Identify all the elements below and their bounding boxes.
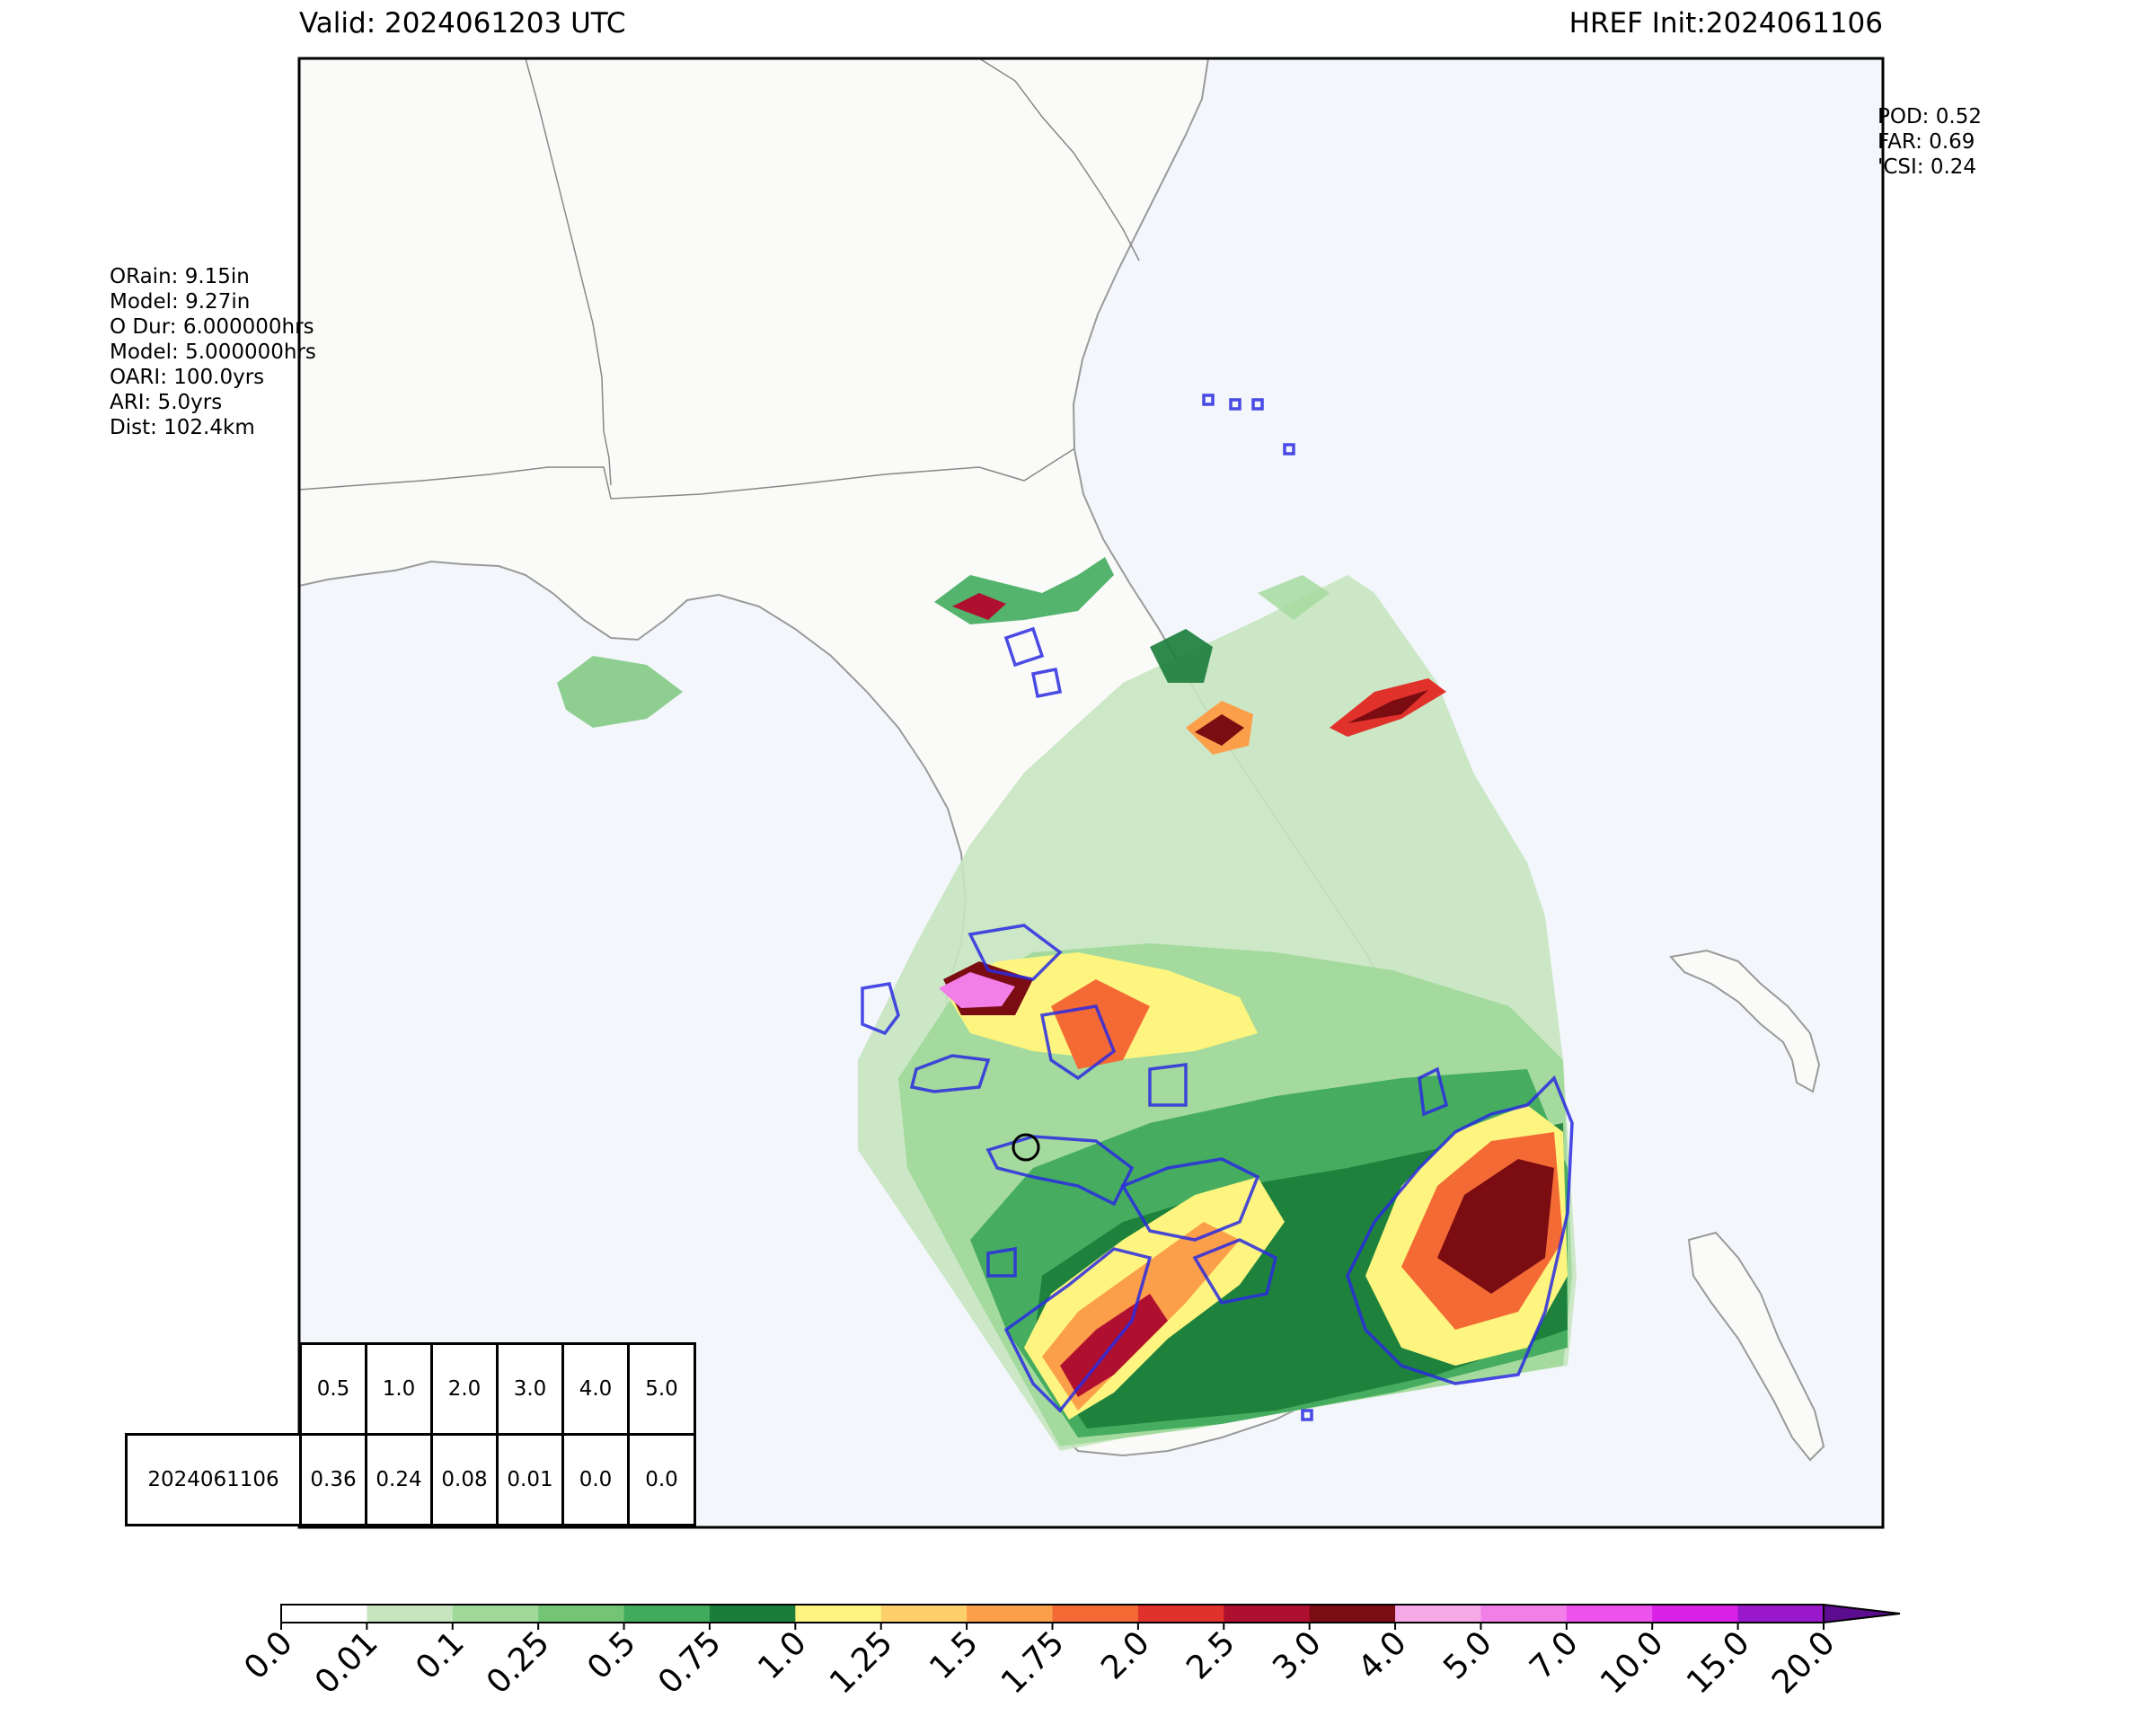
valid-time-title: Valid: 2024061203 UTC: [299, 7, 626, 40]
left-stats: ORain: 9.15in Model: 9.27in O Dur: 6.000…: [110, 264, 316, 440]
stat-obs-duration: O Dur: 6.000000hrs: [110, 315, 314, 339]
colorbar-segment: [1652, 1605, 1739, 1623]
observed-contour: [861, 982, 900, 1036]
colorbar-segment: [1395, 1605, 1481, 1623]
colorbar-segment: [538, 1605, 625, 1623]
stat-pod: POD: 0.52: [1878, 105, 1982, 128]
state-border-fl-ga: [299, 448, 1074, 500]
stat-csi: 'CSI: 0.24: [1878, 155, 1977, 179]
table-value-cell: 0.24: [365, 1433, 433, 1526]
colorbar-segment: [709, 1605, 796, 1623]
rain-area: [1348, 690, 1428, 723]
observed-contour: [985, 1135, 1135, 1207]
stat-orain: ORain: 9.15in: [110, 265, 250, 288]
observed-contour: [1120, 1157, 1260, 1242]
table-value-cell: 0.36: [299, 1433, 367, 1526]
rain-area: [557, 656, 683, 728]
colorbar-segment: [281, 1605, 367, 1623]
table-header-cell: 3.0: [496, 1342, 564, 1436]
table-value-cell: 0.0: [627, 1433, 696, 1526]
colorbar-segment: [1480, 1605, 1568, 1623]
state-border-al-ga: [525, 58, 612, 486]
observed-contour: [986, 1246, 1017, 1278]
stat-oari: OARI: 100.0yrs: [110, 366, 265, 389]
rainfall-shading: [557, 557, 1577, 1451]
table-value-cell: 0.08: [430, 1433, 499, 1526]
table-header-cell: 0.5: [299, 1342, 367, 1436]
stat-far: FAR: 0.69: [1878, 130, 1975, 154]
observed-contour: [1346, 1075, 1574, 1385]
observed-contour: [1030, 667, 1063, 699]
state-border-ga-sc: [978, 58, 1140, 261]
rain-area: [939, 972, 1015, 1008]
rain-area: [1150, 629, 1213, 683]
colorbar-segment: [880, 1605, 968, 1623]
colorbar-segment: [623, 1605, 711, 1623]
table-header-cell: 5.0: [627, 1342, 696, 1436]
observed-contour: [909, 1054, 991, 1093]
colorbar-segment: [795, 1605, 882, 1623]
rain-area: [1051, 979, 1150, 1069]
rain-area: [1258, 575, 1330, 620]
observed-contour: [1251, 398, 1264, 411]
colorbar-segment: [367, 1605, 454, 1623]
observed-contour: [1039, 1004, 1117, 1081]
observed-contour: [1003, 1247, 1153, 1413]
colorbar-segment: [967, 1605, 1053, 1623]
bahamas-island: [1687, 1231, 1825, 1462]
colorbar: [280, 1603, 1901, 1630]
observed-contour: [1283, 443, 1295, 456]
table-row-label: 2024061106: [125, 1433, 302, 1526]
stat-ari: ARI: 5.0yrs: [110, 391, 223, 414]
observed-contour: [1301, 1409, 1313, 1421]
colorbar-segment: [452, 1605, 539, 1623]
rain-area: [952, 593, 1006, 620]
right-stats: POD: 0.52 FAR: 0.69 'CSI: 0.24: [1878, 104, 1982, 180]
rain-area: [1437, 1159, 1554, 1294]
table-header-cell: 4.0: [561, 1342, 630, 1436]
colorbar-segment: [1309, 1605, 1396, 1623]
rain-area: [1195, 714, 1244, 746]
map-frame: [297, 57, 1885, 1529]
observed-contour: [1003, 626, 1045, 668]
location-marker: [1012, 1133, 1040, 1162]
colorbar-segment: [1137, 1605, 1224, 1623]
colorbar-segment: [1224, 1605, 1311, 1623]
table-value-cell: 0.0: [561, 1433, 630, 1526]
table-value-cell: 0.01: [496, 1433, 564, 1526]
stat-distance: Dist: 102.4km: [110, 416, 255, 439]
observed-contour: [1202, 394, 1215, 406]
bahamas-island: [1669, 949, 1821, 1093]
colorbar-segment: [1052, 1605, 1139, 1623]
colorbar-extend-arrow: [1823, 1603, 1901, 1624]
colorbar-segment: [1566, 1605, 1653, 1623]
stat-model-duration: Model: 5.000000hrs: [110, 341, 316, 364]
observed-contour: [1148, 1063, 1188, 1107]
observed-contour: [968, 924, 1063, 981]
colorbar-segment: [1737, 1605, 1825, 1623]
observed-contour: [1229, 398, 1241, 411]
init-time-title: HREF Init:2024061106: [1568, 7, 1883, 40]
stat-model-rain: Model: 9.27in: [110, 290, 251, 314]
table-header-cell: 1.0: [365, 1342, 433, 1436]
observed-contours: [861, 394, 1574, 1421]
observed-contour: [1192, 1238, 1278, 1305]
table-header-cell: 2.0: [430, 1342, 499, 1436]
observed-contour: [1418, 1066, 1449, 1117]
